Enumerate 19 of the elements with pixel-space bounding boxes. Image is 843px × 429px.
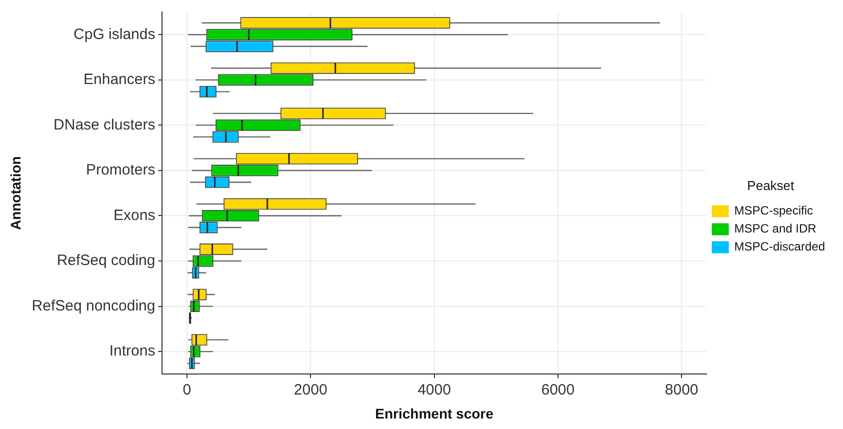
y-tick-label: DNase clusters (54, 116, 156, 134)
y-tick-label: Promoters (86, 162, 156, 179)
x-tick-label: 8000 (664, 381, 698, 398)
legend-label: MSPC and IDR (734, 222, 817, 236)
y-axis-title: Annotation (7, 156, 24, 230)
y-tick-label: Enhancers (84, 71, 156, 88)
x-tick-label: 2000 (294, 381, 328, 398)
y-tick-label: CpG islands (74, 26, 156, 43)
x-axis-title: Enrichment score (375, 405, 494, 422)
y-tick-label: RefSeq noncoding (32, 297, 156, 314)
x-tick-label: 0 (182, 381, 192, 398)
y-tick-label: Exons (114, 206, 156, 224)
legend-label: MSPC-specific (734, 204, 813, 218)
y-tick-label: Introns (109, 342, 156, 360)
x-tick-label: 4000 (418, 381, 451, 398)
legend-label: MSPC-discarded (734, 240, 826, 254)
legend-title: Peakset (747, 178, 795, 193)
y-tick-label: RefSeq coding (56, 252, 156, 270)
x-tick-label: 6000 (541, 381, 575, 398)
